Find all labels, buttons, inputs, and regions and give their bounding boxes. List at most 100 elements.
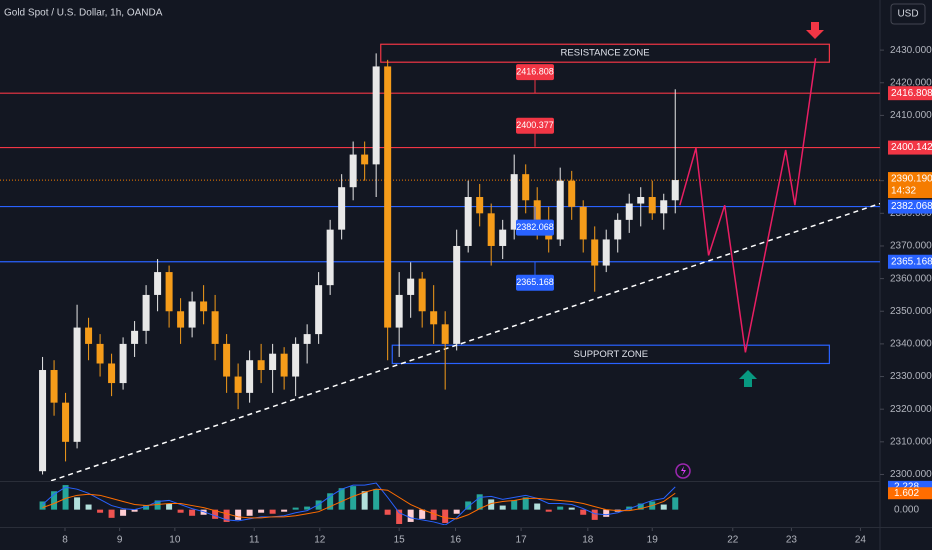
macd-hist-bar (235, 509, 242, 520)
trendline (48, 202, 880, 481)
y-tick-label: 2330.000 (890, 371, 932, 382)
signal-tag (888, 487, 932, 500)
x-tick-label: 16 (450, 535, 462, 546)
down-arrow-icon (806, 22, 824, 39)
level-tag-label: 2416.808 (891, 88, 932, 99)
candle-body (303, 334, 311, 344)
candle-body (131, 330, 139, 344)
candle-body (85, 327, 93, 344)
macd-hist-bar (580, 509, 587, 515)
zone (391, 344, 830, 365)
y-tick-label: 2370.000 (890, 241, 932, 252)
macd-hist-bar (419, 509, 426, 519)
candle-body (384, 66, 392, 328)
candle-body (361, 154, 369, 165)
annotation-box (516, 274, 554, 291)
currency-button[interactable] (890, 3, 926, 25)
macd-hist-bar (660, 504, 667, 510)
macd-hist-bar (407, 509, 414, 522)
macd-hist-bar (292, 507, 299, 510)
macd-hist-bar (120, 509, 127, 516)
macd-hist-bar (591, 509, 598, 520)
level-tag (888, 86, 932, 101)
x-tick-label: 8 (62, 535, 68, 546)
candle-body (119, 343, 127, 384)
macd-hist-bar (258, 509, 265, 513)
currency-label[interactable]: USD (897, 9, 918, 20)
candle-body (292, 343, 300, 377)
candle-body (315, 285, 323, 335)
y-tick-label: 2320.000 (890, 404, 932, 415)
candle-body (395, 294, 403, 328)
x-tick-label: 11 (249, 535, 260, 546)
candle-body (591, 239, 599, 266)
macd-hist-bar (396, 509, 403, 524)
symbol-title: Gold Spot / U.S. Dollar, 1h, OANDA (4, 8, 163, 19)
macd-hist-bar (557, 506, 564, 510)
candle-body (407, 278, 415, 295)
macd-hist-bar (534, 503, 541, 510)
y-tick-label: 2420.000 (890, 77, 932, 88)
macd-hist-bar (39, 501, 46, 510)
macd-hist-bar (338, 488, 345, 510)
macd-zero-label: 0.000 (894, 504, 919, 515)
x-tick-label: 24 (855, 535, 867, 546)
level-tag (888, 254, 932, 269)
event-bolt (681, 466, 686, 476)
candle-body (625, 203, 633, 220)
candle-body (671, 180, 679, 201)
candle-body (280, 353, 288, 377)
annotation-label: 2365.168 (516, 277, 554, 287)
candle-body (165, 272, 173, 312)
candle-body (108, 363, 116, 384)
x-tick-label: 17 (516, 535, 528, 546)
macd-hist-bar (74, 497, 81, 510)
macd-hist-bar (430, 509, 437, 520)
axes: 2300.000 2310.000 2320.000 2330.000 2340.000… (62, 45, 932, 546)
x-tick-label: 22 (727, 535, 739, 546)
candle-body (257, 360, 265, 371)
candle-body (269, 353, 277, 371)
zone-label: RESISTANCE ZONE (561, 48, 650, 59)
level-tag (888, 199, 932, 214)
macd-hist-bar (361, 491, 368, 510)
macd-hist-bar (108, 509, 115, 518)
annotation-box (516, 64, 554, 81)
macd-hist-bar (212, 509, 219, 519)
candle-body (73, 327, 81, 442)
candle-body (62, 402, 70, 442)
macd-hist-bar (637, 503, 644, 510)
candle-body (533, 200, 541, 220)
x-tick-label: 19 (647, 535, 659, 546)
y-tick-label: 2310.000 (890, 436, 932, 447)
candle-body (177, 311, 185, 328)
macd-hist-bar (189, 509, 196, 516)
signal-line (42, 488, 676, 520)
macd-hist-bar (488, 499, 495, 510)
signal-tag-label: 1.602 (894, 488, 919, 499)
candle-body (476, 197, 484, 214)
macd-hist-bar (453, 509, 460, 514)
macd-hist-bar (85, 504, 92, 510)
level-tag (888, 140, 932, 155)
macd-hist-bar (143, 505, 150, 510)
countdown-label: 14:32 (891, 186, 916, 197)
candle-body (614, 219, 622, 240)
candle-body (211, 311, 219, 344)
macd-hist-bar (223, 509, 230, 522)
macd-hist-bar (166, 503, 173, 510)
x-tick-label: 12 (314, 535, 326, 546)
price-pane: RESISTANCE ZONE SUPPORT ZONE 2416.808 2400.… (0, 43, 880, 481)
candle-body (637, 197, 645, 204)
macd-hist-bar (154, 500, 161, 510)
annotation-label: 2416.808 (516, 67, 554, 77)
macd-hist-bar (304, 506, 311, 510)
event-icon[interactable] (675, 463, 691, 479)
macd-hist-bar (442, 509, 449, 523)
candle-body (499, 229, 507, 246)
macd-pane (39, 482, 679, 525)
macd-hist-bar (246, 509, 253, 516)
price-tag-label: 2390.190 (891, 174, 932, 185)
candle-body (510, 174, 518, 230)
